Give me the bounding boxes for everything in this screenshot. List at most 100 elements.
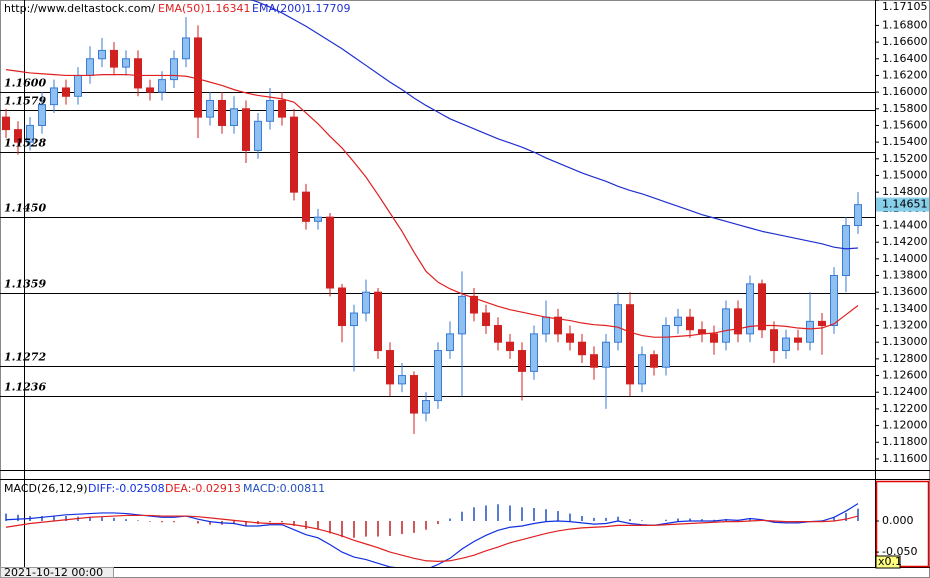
candle-body xyxy=(110,49,118,68)
y-tick-label: 1.16600 xyxy=(882,35,928,48)
ema-line xyxy=(5,69,859,338)
y-tick-label: 1.11800 xyxy=(882,435,928,448)
candle-body xyxy=(26,124,34,143)
candle-body xyxy=(770,329,778,352)
level-label: 1.1528 xyxy=(4,137,46,150)
candle-body xyxy=(794,337,802,343)
y-tick-label: 1.12200 xyxy=(882,402,928,415)
candle-body xyxy=(266,99,274,122)
candle-body xyxy=(578,341,586,356)
candle-body xyxy=(158,79,166,93)
candle-body xyxy=(446,333,454,352)
candle-body xyxy=(686,316,694,331)
candle-body xyxy=(782,337,790,352)
y-tick-label: -0.050 xyxy=(882,545,917,558)
candle-body xyxy=(134,58,142,89)
candle-body xyxy=(62,87,70,97)
candle-body xyxy=(638,354,646,385)
candle-body xyxy=(854,204,862,226)
y-tick-label: 1.15800 xyxy=(882,102,928,115)
candle-body xyxy=(410,375,418,414)
candle-body xyxy=(338,287,346,327)
candle-body xyxy=(278,99,286,118)
candle-body xyxy=(506,341,514,352)
candle-body xyxy=(122,58,130,68)
candle-body xyxy=(650,354,658,368)
y-tick-label: 1.13800 xyxy=(882,269,928,282)
candle-body xyxy=(170,58,178,81)
candle-body xyxy=(554,316,562,335)
candle-body xyxy=(254,120,262,151)
candle-body xyxy=(98,49,106,60)
y-tick-label: 1.17105 xyxy=(882,0,928,13)
candle-body xyxy=(2,116,10,131)
y-tick-label: 1.16200 xyxy=(882,68,928,81)
y-tick-label: 1.15600 xyxy=(882,118,928,131)
y-tick-label: 0.000 xyxy=(882,514,914,527)
candle-body xyxy=(494,325,502,343)
candle-body xyxy=(74,74,82,97)
candle-body xyxy=(50,87,58,106)
y-tick-label: 1.15400 xyxy=(882,135,928,148)
y-tick-label: 1.14200 xyxy=(882,235,928,248)
candle-body xyxy=(758,283,766,331)
y-tick-label: 1.13200 xyxy=(882,319,928,332)
candle-body xyxy=(242,108,250,151)
scale-label: x0.1 xyxy=(878,555,902,568)
y-tick-label: 1.14000 xyxy=(882,252,928,265)
candle-body xyxy=(806,320,814,343)
candle-body xyxy=(530,333,538,372)
candle-body xyxy=(182,37,190,60)
y-tick-label: 1.16000 xyxy=(882,85,928,98)
candle-body xyxy=(218,99,226,126)
y-tick-label: 1.13600 xyxy=(882,285,928,298)
source-url: http://www.deltastock.com/ xyxy=(4,2,155,15)
y-tick-label: 1.11600 xyxy=(882,452,928,465)
y-tick-label: 1.12400 xyxy=(882,385,928,398)
level-label: 1.1359 xyxy=(4,278,46,291)
legend-label: MACD:0.00811 xyxy=(243,482,325,495)
candle-body xyxy=(398,375,406,385)
macd-line xyxy=(5,514,859,563)
candle-body xyxy=(314,216,322,222)
y-tick-label: 1.13400 xyxy=(882,302,928,315)
candle-body xyxy=(38,104,46,126)
y-tick-label: 1.16800 xyxy=(882,18,928,31)
candle-body xyxy=(458,295,466,335)
y-tick-label: 1.12000 xyxy=(882,419,928,432)
level-label: 1.1272 xyxy=(4,351,46,364)
scale-label-box xyxy=(875,555,901,569)
date-label: 2021-10-12 00:00 xyxy=(4,566,103,578)
y-tick-label: 1.12800 xyxy=(882,352,928,365)
candle-body xyxy=(710,333,718,343)
candle-body xyxy=(746,283,754,335)
candle-body xyxy=(302,191,310,222)
candle-body xyxy=(434,350,442,402)
candle-body xyxy=(614,304,622,343)
y-tick-label: 1.13000 xyxy=(882,335,928,348)
level-label: 1.1450 xyxy=(4,202,46,215)
candle-body xyxy=(14,129,22,143)
legend-label: EMA(200) xyxy=(252,2,306,15)
candle-body xyxy=(326,216,334,289)
y-tick-label: 1.15200 xyxy=(882,152,928,165)
scale-box xyxy=(875,480,930,568)
candle-body xyxy=(734,308,742,335)
candle-body xyxy=(206,99,214,118)
candle-body xyxy=(542,316,550,335)
candle-body xyxy=(566,333,574,343)
ema-line xyxy=(250,0,859,250)
candle-body xyxy=(662,325,670,368)
y-tick-label: 1.14800 xyxy=(882,185,928,198)
candle-body xyxy=(470,295,478,314)
legend-label: EMA(50) xyxy=(158,2,205,15)
candle-body xyxy=(194,37,202,118)
legend-value: 1.17709 xyxy=(305,2,351,15)
last-price-label: 1.14651 xyxy=(882,198,928,211)
level-label: 1.1236 xyxy=(4,381,46,394)
legend-label: DEA:-0.02913 xyxy=(165,482,241,495)
y-tick-label: 1.15000 xyxy=(882,168,928,181)
candle-body xyxy=(830,275,838,327)
candle-body xyxy=(146,87,154,93)
